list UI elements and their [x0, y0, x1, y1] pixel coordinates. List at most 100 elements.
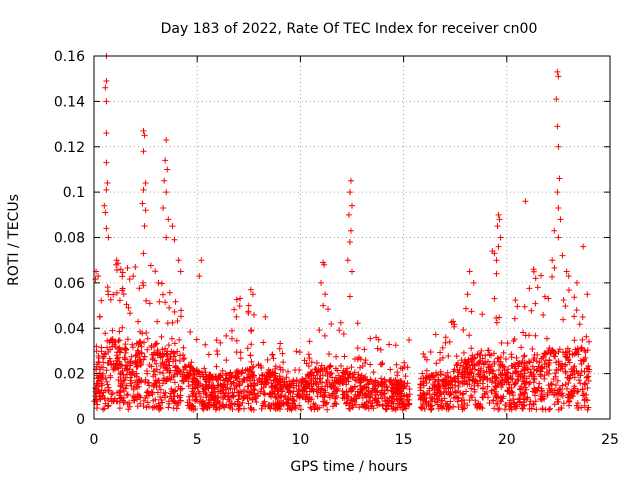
data-point [511, 361, 518, 368]
data-point [199, 371, 206, 378]
data-point [269, 370, 276, 377]
data-point [550, 348, 557, 355]
data-point [519, 389, 526, 396]
data-point [502, 402, 509, 409]
data-point [533, 406, 540, 413]
data-point [126, 403, 133, 410]
data-point [375, 336, 382, 343]
data-point [552, 382, 559, 389]
data-point [104, 397, 111, 404]
data-point [116, 337, 123, 344]
data-point [184, 402, 191, 409]
data-point [132, 263, 139, 270]
data-point [214, 347, 221, 354]
data-point [498, 339, 505, 346]
data-point [447, 390, 454, 397]
data-point [223, 332, 230, 339]
data-point [314, 387, 321, 394]
data-point [455, 383, 462, 390]
data-point [241, 375, 248, 382]
data-point [495, 366, 502, 373]
data-point [100, 353, 107, 360]
y-tick-label: 0.02 [54, 367, 85, 383]
data-point [382, 378, 389, 385]
data-point [491, 295, 498, 302]
data-point [247, 352, 254, 359]
data-point [580, 243, 587, 250]
data-point [356, 382, 363, 389]
data-point [190, 366, 197, 373]
data-point [362, 357, 369, 364]
data-point [367, 361, 374, 368]
data-point [126, 276, 133, 283]
data-point [104, 403, 111, 410]
data-point [472, 397, 479, 404]
data-point [247, 405, 254, 412]
data-point [569, 351, 576, 358]
data-point [113, 361, 120, 368]
data-point [394, 372, 401, 379]
data-point [158, 397, 165, 404]
data-point [135, 393, 142, 400]
data-point [420, 350, 427, 357]
data-point [228, 400, 235, 407]
data-point [198, 257, 205, 264]
data-point [354, 345, 361, 352]
data-point [165, 398, 172, 405]
data-point [398, 383, 405, 390]
data-point [241, 387, 248, 394]
data-point [336, 327, 343, 334]
data-point [514, 303, 521, 310]
data-point [290, 388, 297, 395]
data-point [455, 378, 462, 385]
data-point [531, 366, 538, 373]
data-point [504, 340, 511, 347]
data-point [148, 363, 155, 370]
data-point [109, 336, 116, 343]
data-point [213, 363, 220, 370]
data-point [116, 297, 123, 304]
data-point [344, 393, 351, 400]
data-point [113, 267, 120, 274]
data-point [538, 355, 545, 362]
data-point [159, 291, 166, 298]
data-point [387, 366, 394, 373]
data-point [468, 308, 475, 315]
data-point [277, 386, 284, 393]
data-point [523, 386, 530, 393]
data-point [491, 360, 498, 367]
data-point [284, 406, 291, 413]
data-point [224, 393, 231, 400]
data-point [129, 344, 136, 351]
data-point [153, 340, 160, 347]
data-point [250, 363, 257, 370]
data-point [313, 360, 320, 367]
data-point [156, 369, 163, 376]
data-point [524, 365, 531, 372]
data-point [498, 371, 505, 378]
data-point [538, 272, 545, 279]
data-point [261, 398, 268, 405]
data-point [444, 400, 451, 407]
data-point [452, 389, 459, 396]
data-point [166, 356, 173, 363]
data-point [575, 377, 582, 384]
data-point [307, 404, 314, 411]
data-point [275, 391, 282, 398]
data-point [581, 347, 588, 354]
data-point [142, 394, 149, 401]
data-point [491, 405, 498, 412]
data-point [120, 384, 127, 391]
data-point [540, 311, 547, 318]
data-point [132, 352, 139, 359]
data-point [335, 385, 342, 392]
data-point [406, 337, 413, 344]
data-point [296, 349, 303, 356]
data-point [339, 373, 346, 380]
data-point [521, 375, 528, 382]
data-point [372, 379, 379, 386]
data-point [267, 405, 274, 412]
data-point [299, 393, 306, 400]
data-point [511, 336, 518, 343]
data-point [193, 336, 200, 343]
